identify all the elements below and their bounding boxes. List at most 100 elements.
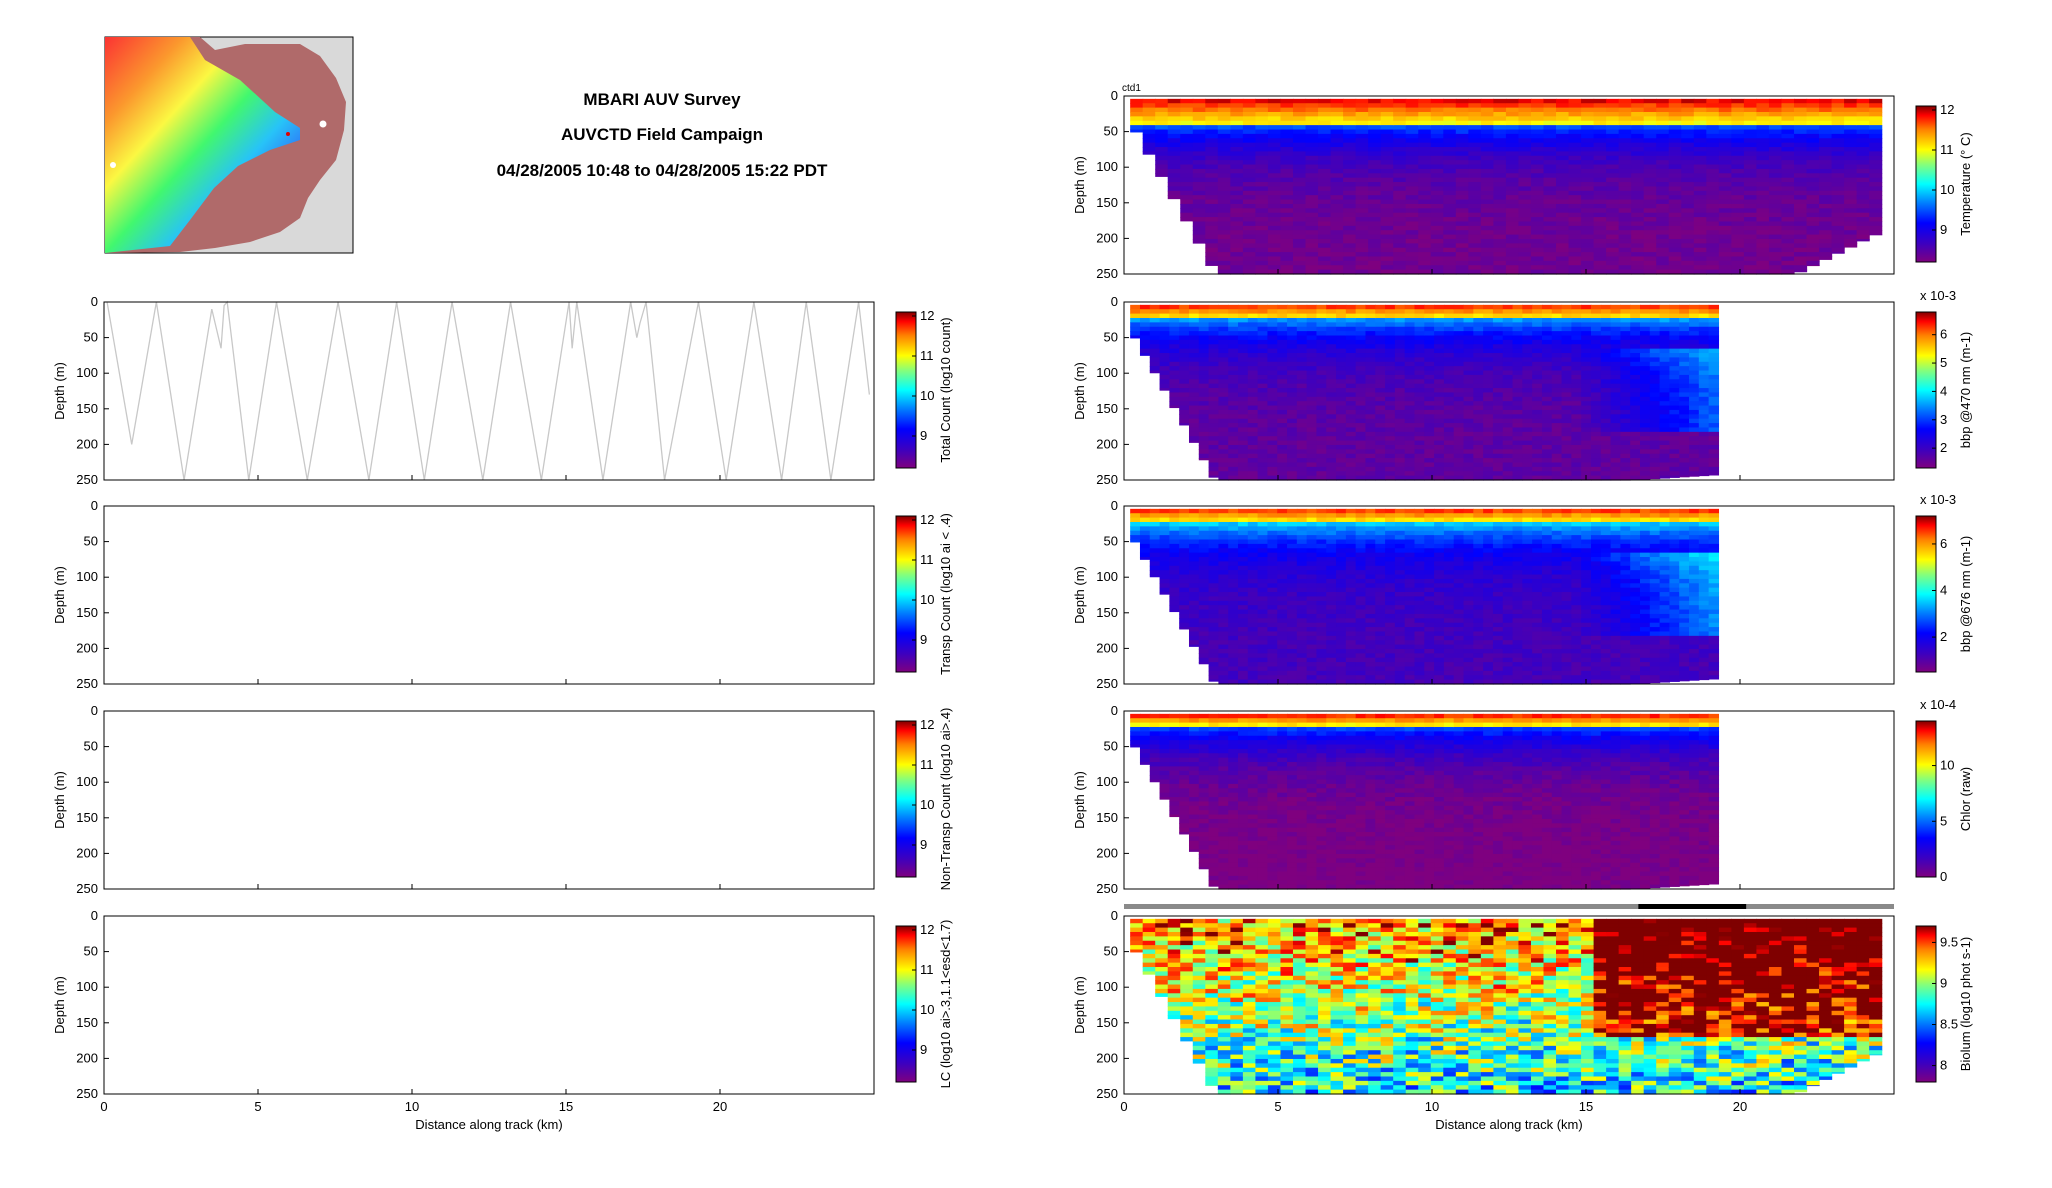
heatmap-cell xyxy=(1620,357,1631,363)
heatmap-cell xyxy=(1192,151,1206,157)
colorbar xyxy=(895,311,917,469)
heatmap-cell xyxy=(1681,186,1695,192)
heatmap-cell xyxy=(1483,431,1494,437)
heatmap-cell xyxy=(1455,142,1469,148)
heatmap-cell xyxy=(1267,396,1278,402)
heatmap-cell xyxy=(1365,348,1376,354)
heatmap-cell xyxy=(1280,103,1294,109)
heatmap-cell xyxy=(1522,396,1533,402)
heatmap-cell xyxy=(1257,317,1269,323)
heatmap-cell xyxy=(1571,322,1582,328)
heatmap-cell xyxy=(1316,370,1327,376)
heatmap-cell xyxy=(1618,243,1632,249)
heatmap-cell xyxy=(1656,164,1670,170)
heatmap-cell xyxy=(1218,374,1229,380)
heatmap-cell xyxy=(1277,304,1288,310)
heatmap-cell xyxy=(1606,120,1620,126)
heatmap-cell xyxy=(1543,256,1557,262)
heatmap-cell xyxy=(1541,331,1553,337)
heatmap-cell xyxy=(1556,147,1570,152)
heatmap-cell xyxy=(1287,427,1298,433)
heatmap-cell xyxy=(1640,392,1651,398)
heatmap-cell xyxy=(1179,539,1190,545)
heatmap-cell xyxy=(1159,326,1170,332)
heatmap-cell xyxy=(1434,453,1445,459)
heatmap-cell xyxy=(1630,423,1641,429)
heatmap-cell xyxy=(1188,609,1200,615)
heatmap-cell xyxy=(1418,238,1432,244)
heatmap-cell xyxy=(1247,471,1259,477)
heatmap-cell xyxy=(1781,155,1795,161)
heatmap-cell xyxy=(1794,111,1808,117)
heatmap-cell xyxy=(1718,221,1732,227)
heatmap-cell xyxy=(1606,260,1620,266)
heatmap-cell xyxy=(1640,353,1651,358)
heatmap-cell xyxy=(1505,208,1520,214)
heatmap-cell xyxy=(1600,418,1612,424)
heatmap-cell xyxy=(1844,173,1858,179)
heatmap-cell xyxy=(1139,331,1151,337)
heatmap-cell xyxy=(1218,662,1229,668)
heatmap-cell xyxy=(1831,116,1845,122)
heatmap-cell xyxy=(1208,392,1220,398)
heatmap-cell xyxy=(1169,605,1180,611)
heatmap-cell xyxy=(1483,370,1494,376)
heatmap-cell xyxy=(1343,116,1357,122)
heatmap-cell xyxy=(1255,103,1269,109)
heatmap-cell xyxy=(1831,243,1845,249)
heatmap-cell xyxy=(1541,304,1553,310)
heatmap-cell xyxy=(1188,552,1200,558)
heatmap-cell xyxy=(1430,182,1444,188)
heatmap-cell xyxy=(1238,431,1249,437)
heatmap-cell xyxy=(1280,230,1294,236)
heatmap-cell xyxy=(1708,462,1720,468)
heatmap-cell xyxy=(1424,357,1435,363)
heatmap-cell xyxy=(1731,160,1745,166)
heatmap-cell xyxy=(1208,587,1220,593)
heatmap-cell xyxy=(1505,225,1520,231)
heatmap-cell xyxy=(1643,269,1657,275)
heatmap-cell xyxy=(1238,366,1249,372)
heatmap-cell xyxy=(1543,234,1557,240)
heatmap-cell xyxy=(1375,475,1386,481)
heatmap-cell xyxy=(1179,622,1190,628)
heatmap-cell xyxy=(1208,344,1220,350)
heatmap-cell xyxy=(1296,322,1308,328)
heatmap-cell xyxy=(1188,574,1200,580)
heatmap-cell xyxy=(1593,116,1607,122)
heatmap-cell xyxy=(1473,370,1484,376)
heatmap-cell xyxy=(1326,353,1337,358)
heatmap-cell xyxy=(1443,392,1455,398)
heatmap-cell xyxy=(1480,256,1494,262)
heatmap-cell xyxy=(1277,374,1288,380)
heatmap-cell xyxy=(1277,361,1288,367)
heatmap-cell xyxy=(1698,414,1710,420)
heatmap-cell xyxy=(1306,423,1318,429)
heatmap-cell xyxy=(1590,348,1602,354)
heatmap-cell xyxy=(1242,234,1257,240)
heatmap-cell xyxy=(1643,125,1657,131)
heatmap-cell xyxy=(1681,164,1695,170)
heatmap-cell xyxy=(1794,138,1808,144)
heatmap-cell xyxy=(1679,444,1690,450)
heatmap-cell xyxy=(1287,414,1298,420)
heatmap-cell xyxy=(1668,225,1682,231)
heatmap-cell xyxy=(1277,322,1288,328)
heatmap-cell xyxy=(1681,138,1695,144)
heatmap-cell xyxy=(1492,348,1504,354)
heatmap-cell xyxy=(1698,317,1710,323)
heatmap-cell xyxy=(1169,583,1180,589)
heatmap-cell xyxy=(1522,423,1533,429)
heatmap-cell xyxy=(1518,164,1532,170)
heatmap-cell xyxy=(1380,133,1394,139)
heatmap-cell xyxy=(1218,471,1229,477)
heatmap-cell xyxy=(1756,138,1770,144)
heatmap-cell xyxy=(1856,120,1870,126)
heatmap-cell xyxy=(1768,164,1783,170)
y-tick-label: 50 xyxy=(84,330,98,345)
heatmap-cell xyxy=(1257,440,1269,446)
heatmap-cell xyxy=(1512,370,1523,376)
heatmap-cell xyxy=(1556,142,1570,148)
heatmap-cell xyxy=(1414,414,1425,420)
heatmap-cell xyxy=(1205,265,1219,266)
